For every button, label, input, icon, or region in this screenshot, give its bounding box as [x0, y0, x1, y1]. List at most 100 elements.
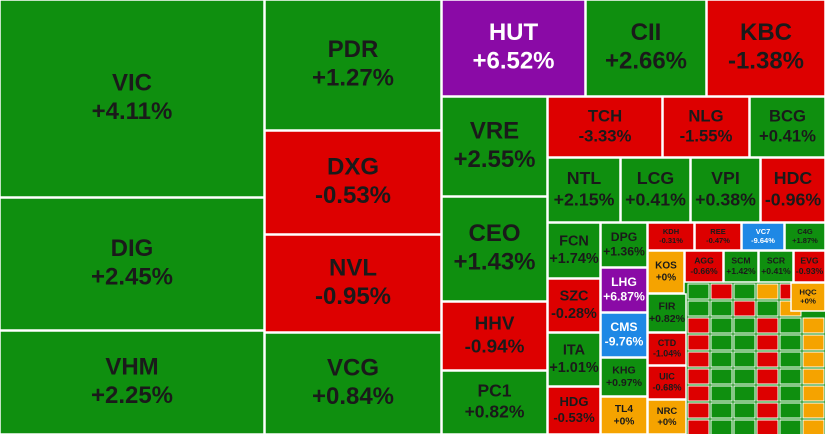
tile-change: +0.82% [465, 402, 525, 422]
small-tile [802, 419, 825, 436]
small-tiles [687, 283, 825, 436]
small-tile [710, 419, 733, 436]
tile [749, 96, 825, 158]
tile [585, 0, 707, 97]
tile-change: -0.94% [465, 336, 525, 357]
tile [706, 0, 825, 97]
tile-label: ITA [563, 343, 586, 359]
tile [620, 157, 691, 223]
tile-change: -1.38% [728, 48, 804, 75]
tile [264, 0, 442, 131]
tile-change: +0.82% [649, 313, 686, 325]
small-tile [779, 385, 802, 402]
tile-label: VCG [327, 354, 379, 381]
tile [0, 0, 265, 198]
tile-change: -0.66% [690, 266, 718, 276]
tile [547, 332, 601, 387]
small-tile [687, 334, 710, 351]
small-tile [733, 402, 756, 419]
tile [684, 250, 724, 283]
tile [662, 96, 750, 158]
small-tile [756, 351, 779, 368]
tile-label: LHG [611, 275, 637, 289]
tile-label: SCR [767, 256, 786, 266]
tile-change: +6.87% [603, 290, 645, 304]
small-tile [779, 402, 802, 419]
tile [793, 250, 825, 283]
tile-label: PC1 [477, 381, 511, 401]
small-tile [687, 351, 710, 368]
small-tile [687, 300, 710, 317]
tile [647, 332, 687, 366]
tile-change: +0% [614, 416, 635, 427]
tile [547, 157, 621, 223]
tile [547, 96, 663, 158]
tile-label: CTD [658, 338, 677, 348]
small-tile [802, 385, 825, 402]
tile-label: KDH [663, 227, 679, 236]
tile-label: CEO [468, 220, 520, 247]
tile-change: -0.68% [652, 382, 681, 392]
tile [790, 282, 825, 312]
small-tile [687, 385, 710, 402]
tile-change: +0% [656, 273, 676, 284]
tile-change: -0.53% [315, 182, 391, 209]
tile [264, 130, 442, 235]
small-tile [710, 368, 733, 385]
tile-change: +0.84% [312, 383, 394, 410]
small-tile [756, 402, 779, 419]
small-tile [756, 419, 779, 436]
small-tile [710, 351, 733, 368]
small-tile [802, 334, 825, 351]
tile [647, 399, 687, 435]
tile-label: VRE [470, 117, 519, 144]
tile [441, 370, 548, 435]
small-tile [733, 368, 756, 385]
small-tile [779, 351, 802, 368]
tile-change: +2.45% [91, 264, 173, 291]
tile-change: +1.43% [453, 249, 535, 276]
small-tile [710, 300, 733, 317]
tile-label: DIG [111, 235, 154, 262]
tile-label: REE [710, 227, 725, 236]
tile-change: -1.04% [653, 349, 681, 359]
tile [547, 278, 601, 333]
tile-change: +0% [657, 417, 677, 428]
tile [758, 250, 794, 283]
tile-label: CMS [610, 320, 637, 334]
tile-label: SZC [560, 289, 589, 305]
tile-change: -0.93% [796, 266, 824, 276]
tile-change: +0.38% [695, 189, 756, 209]
tile-label: HHV [475, 314, 515, 335]
tile-label: DPG [611, 230, 637, 244]
tile-change: -9.64% [751, 236, 775, 245]
small-tile [710, 334, 733, 351]
tile-change: -0.28% [551, 306, 597, 322]
tile [547, 386, 601, 435]
tile-label: VPI [711, 168, 740, 188]
small-tile [756, 368, 779, 385]
tile-change: -9.76% [605, 335, 644, 349]
tile-label: DXG [327, 153, 379, 180]
tile-change: -0.95% [315, 283, 391, 310]
tile [0, 330, 265, 435]
small-tile [710, 283, 733, 300]
small-tile [756, 334, 779, 351]
tile [600, 312, 648, 358]
tile-change: -0.31% [659, 236, 683, 245]
tile [647, 222, 695, 251]
small-tile [779, 317, 802, 334]
tile-change: -3.33% [579, 126, 632, 145]
tile-label: VC7 [756, 227, 771, 236]
tile-change: -0.53% [553, 410, 595, 425]
tile-label: UIC [659, 371, 675, 381]
tile-label: HUT [489, 19, 539, 46]
tile-label: KHG [612, 364, 635, 376]
tile-label: BCG [769, 106, 806, 125]
tile-change: +6.52% [472, 48, 554, 75]
tile-label: VHM [105, 353, 158, 380]
tile-label: HDG [560, 394, 589, 409]
tile [600, 357, 648, 397]
small-tile [733, 283, 756, 300]
